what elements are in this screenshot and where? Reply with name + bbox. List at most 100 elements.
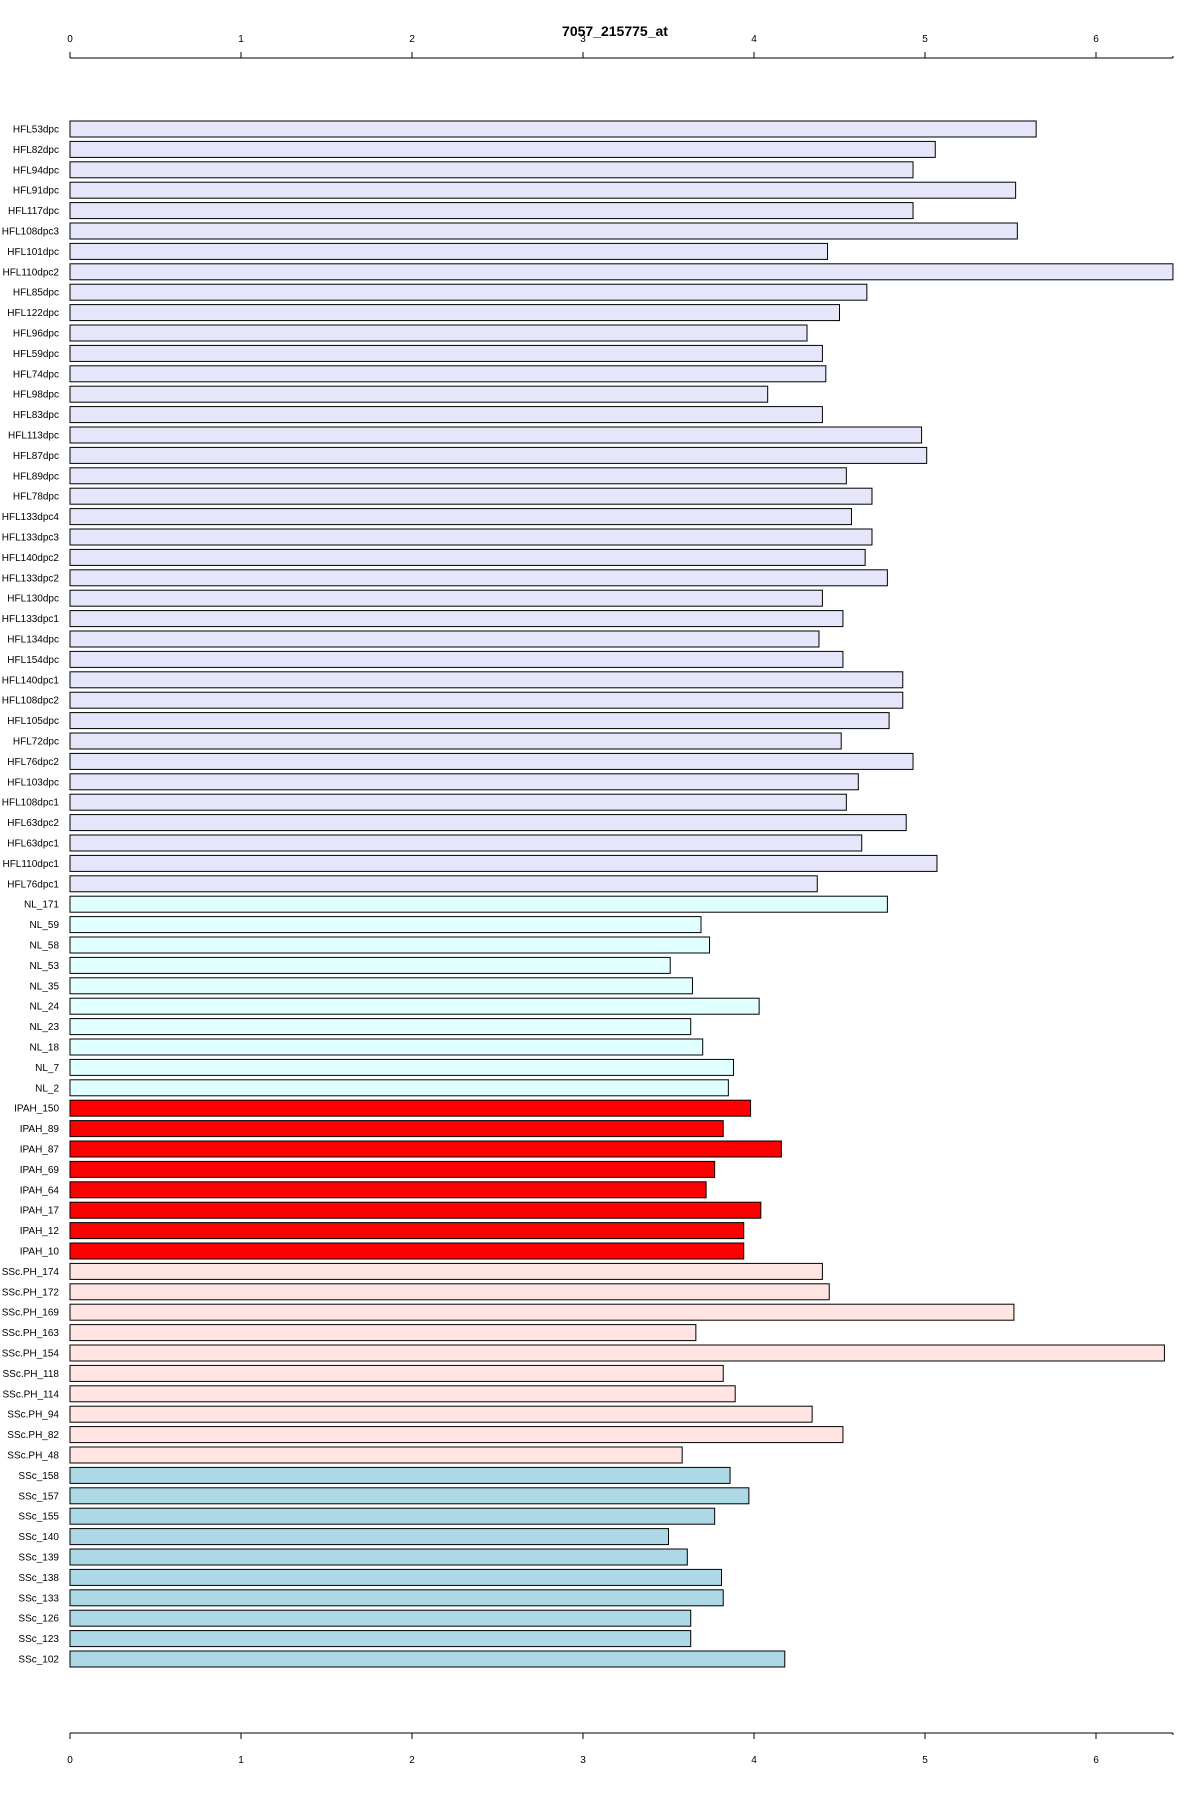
tick-label: 2 xyxy=(409,1755,415,1766)
category-label: SSc_157 xyxy=(18,1491,59,1502)
bar-HFL108dpc1 xyxy=(69,793,847,811)
bar-HFL96dpc xyxy=(69,324,808,342)
category-label: SSc.PH_163 xyxy=(2,1328,60,1339)
bar-HFL105dpc xyxy=(69,712,890,730)
bar-HFL74dpc xyxy=(69,365,827,383)
chart-title: 7057_215775_at xyxy=(562,23,668,39)
category-label: SSc_139 xyxy=(18,1553,59,1564)
category-labels-group: HFL53dpc HFL82dpc HFL94dpc HFL91dpc HFL117dp… xyxy=(2,125,60,1666)
bar-SSc_102 xyxy=(69,1650,786,1668)
category-label: SSc_140 xyxy=(18,1532,59,1543)
category-label: SSc.PH_172 xyxy=(2,1287,60,1298)
bar-NL_35 xyxy=(69,977,693,995)
bar-SSc_157 xyxy=(69,1487,750,1505)
bar-NL_18 xyxy=(69,1038,704,1056)
category-label: NL_59 xyxy=(30,920,60,931)
category-label: SSc_155 xyxy=(18,1512,59,1523)
category-label: HFL108dpc1 xyxy=(2,798,60,809)
bar-HFL133dpc4 xyxy=(69,508,852,526)
bar-HFL76dpc2 xyxy=(69,752,914,770)
category-label: HFL59dpc xyxy=(13,349,59,360)
category-label: HFL91dpc xyxy=(13,186,59,197)
tick-label: 6 xyxy=(1093,34,1099,45)
bar-SSc.PH_163 xyxy=(69,1324,697,1342)
bar-HFL154dpc xyxy=(69,650,844,668)
category-label: SSc_158 xyxy=(18,1471,59,1482)
category-label: HFL110dpc2 xyxy=(2,267,59,278)
bar-HFL53dpc xyxy=(69,120,1037,138)
bar-NL_2 xyxy=(69,1079,729,1097)
bar-HFL134dpc xyxy=(69,630,820,648)
category-label: HFL108dpc3 xyxy=(2,227,60,238)
category-label: HFL89dpc xyxy=(13,471,59,482)
tick-label: 1 xyxy=(238,1755,244,1766)
category-label: HFL83dpc xyxy=(13,410,59,421)
bottom-axis: 0 1 2 3 4 5 6 xyxy=(67,1732,1174,1766)
bar-SSc.PH_118 xyxy=(69,1364,724,1382)
bar-SSc_123 xyxy=(69,1630,692,1648)
bar-SSc.PH_94 xyxy=(69,1405,813,1423)
category-label: HFL94dpc xyxy=(13,165,59,176)
bar-IPAH_10 xyxy=(69,1242,745,1260)
tick-label: 4 xyxy=(751,1755,757,1766)
bar-HFL63dpc2 xyxy=(69,814,907,832)
tick-label: 0 xyxy=(67,34,73,45)
category-label: HFL108dpc2 xyxy=(2,696,60,707)
bar-HFL108dpc3 xyxy=(69,222,1018,240)
bar-SSc.PH_174 xyxy=(69,1262,823,1280)
bar-SSc.PH_172 xyxy=(69,1283,830,1301)
category-label: IPAH_17 xyxy=(20,1206,60,1217)
bar-SSc_133 xyxy=(69,1589,724,1607)
bar-IPAH_87 xyxy=(69,1140,782,1158)
bar-HFL133dpc1 xyxy=(69,610,844,628)
bar-HFL122dpc xyxy=(69,304,840,322)
category-label: HFL140dpc2 xyxy=(2,553,60,564)
bar-HFL76dpc1 xyxy=(69,875,818,893)
tick-label: 3 xyxy=(580,1755,586,1766)
bar-HFL108dpc2 xyxy=(69,691,904,709)
bar-SSc_158 xyxy=(69,1466,731,1484)
bar-HFL87dpc xyxy=(69,446,928,464)
bar-NL_59 xyxy=(69,916,702,934)
category-label: NL_2 xyxy=(35,1083,59,1094)
category-label: HFL130dpc xyxy=(7,594,59,605)
bar-HFL83dpc xyxy=(69,406,823,424)
bar-SSc.PH_114 xyxy=(69,1385,736,1403)
tick-label: 5 xyxy=(922,1755,928,1766)
bar-HFL103dpc xyxy=(69,773,859,791)
bar-SSc.PH_169 xyxy=(69,1303,1015,1321)
category-label: HFL63dpc1 xyxy=(7,839,59,850)
category-label: HFL76dpc2 xyxy=(7,757,59,768)
category-label: HFL72dpc xyxy=(13,737,59,748)
category-label: NL_58 xyxy=(30,941,60,952)
category-label: HFL133dpc2 xyxy=(2,573,60,584)
category-label: SSc.PH_114 xyxy=(2,1389,59,1400)
bar-HFL140dpc1 xyxy=(69,671,904,689)
bar-HFL59dpc xyxy=(69,344,823,362)
category-label: HFL140dpc1 xyxy=(2,675,60,686)
category-label: NL_7 xyxy=(35,1063,59,1074)
category-label: IPAH_12 xyxy=(20,1226,60,1237)
bar-SSc_155 xyxy=(69,1507,716,1525)
bar-NL_7 xyxy=(69,1058,734,1076)
category-label: HFL96dpc xyxy=(13,329,59,340)
bar-SSc.PH_154 xyxy=(69,1344,1165,1362)
bar-HFL110dpc2 xyxy=(69,263,1174,281)
bar-HFL91dpc xyxy=(69,181,1017,199)
tick-label: 6 xyxy=(1093,1755,1099,1766)
bar-HFL140dpc2 xyxy=(69,548,866,566)
bar-IPAH_69 xyxy=(69,1160,716,1178)
bar-HFL89dpc xyxy=(69,467,847,485)
category-label: HFL122dpc xyxy=(7,308,59,319)
bar-HFL98dpc xyxy=(69,385,769,403)
category-label: HFL133dpc1 xyxy=(2,614,60,625)
bar-HFL133dpc2 xyxy=(69,569,888,587)
category-label: IPAH_89 xyxy=(20,1124,60,1135)
bar-HFL63dpc1 xyxy=(69,834,863,852)
category-label: HFL154dpc xyxy=(7,655,59,666)
category-label: HFL76dpc1 xyxy=(7,879,59,890)
bar-SSc.PH_82 xyxy=(69,1426,844,1444)
category-label: SSc.PH_169 xyxy=(2,1308,60,1319)
top-axis: 0 1 2 3 4 5 6 xyxy=(67,34,1174,59)
tick-label: 2 xyxy=(409,34,415,45)
